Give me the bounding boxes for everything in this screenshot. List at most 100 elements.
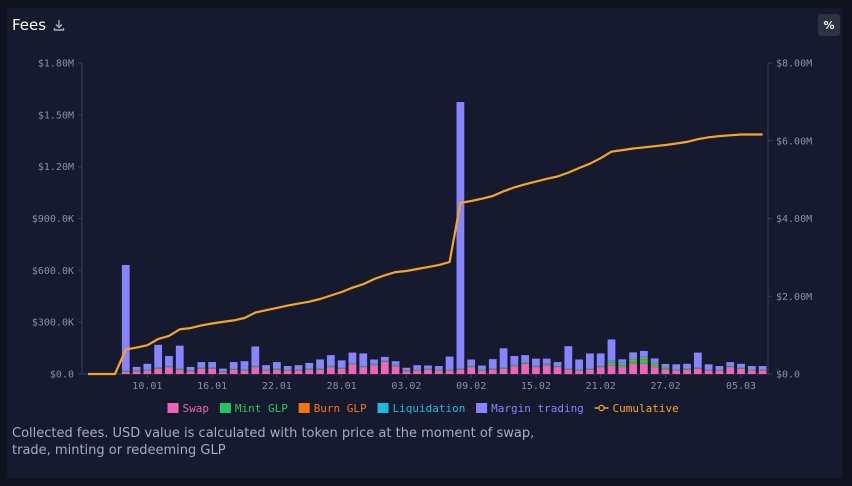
bar-margin-trading <box>413 365 422 370</box>
bar-margin-trading <box>197 362 206 368</box>
bar-margin-trading <box>564 346 573 369</box>
bar-liquidation <box>553 365 562 367</box>
bar-margin-trading <box>251 346 260 366</box>
bar-liquidation <box>521 362 530 363</box>
bar-liquidation <box>165 365 173 367</box>
bar-liquidation <box>348 362 357 364</box>
bar-mint-glp <box>629 361 637 364</box>
bar-margin-trading <box>359 353 368 366</box>
bar-margin-trading <box>715 366 724 370</box>
bar-liquidation <box>251 365 260 367</box>
bar-burn-glp <box>629 359 637 362</box>
percent-toggle-button[interactable]: % <box>818 14 840 36</box>
bar-swap <box>521 363 530 374</box>
bar-margin-trading <box>240 361 249 369</box>
bar-liquidation <box>380 360 389 362</box>
bar-swap <box>380 361 389 374</box>
bar-swap <box>294 370 303 374</box>
x-tick-label: 10.01 <box>132 381 162 392</box>
bar-swap <box>478 370 486 374</box>
bar-margin-trading <box>618 359 627 363</box>
bar-swap <box>532 367 540 374</box>
bar-swap <box>240 370 249 374</box>
bar-swap <box>391 366 400 374</box>
bar-liquidation <box>478 368 486 370</box>
legend-label-swap: Swap <box>183 402 210 415</box>
x-tick-label: 27.02 <box>650 381 680 392</box>
bar-margin-trading <box>575 359 583 369</box>
legend-label-margin-trading: Margin trading <box>491 402 584 415</box>
legend-swatch-burn-glp <box>298 403 310 413</box>
bar-swap <box>305 369 314 374</box>
bar-liquidation <box>208 367 217 369</box>
bar-liquidation <box>737 367 745 369</box>
bar-swap <box>586 369 594 374</box>
bar-liquidation <box>683 368 691 369</box>
legend-label-mint-glp: Mint GLP <box>235 402 288 415</box>
bar-liquidation <box>240 368 249 370</box>
bar-swap <box>542 365 551 374</box>
left-tick-label: $0.0 <box>50 370 74 381</box>
bar-margin-trading <box>186 366 195 371</box>
bar-swap <box>607 365 616 374</box>
bar-margin-trading <box>683 363 691 369</box>
bar-liquidation <box>305 368 314 369</box>
bar-swap <box>510 366 519 374</box>
fees-panel <box>7 8 843 478</box>
bar-margin-trading <box>596 353 605 366</box>
bar-swap <box>715 370 724 374</box>
bar-liquidation <box>726 365 735 367</box>
x-tick-label: 21.02 <box>586 381 616 392</box>
bar-burn-glp <box>639 357 648 360</box>
x-tick-label: 28.01 <box>327 381 357 392</box>
right-tick-label: $6.00M <box>776 136 812 147</box>
bar-liquidation <box>359 365 368 367</box>
bar-swap <box>143 370 152 374</box>
bar-liquidation <box>121 370 130 372</box>
bar-burn-glp <box>650 363 659 366</box>
bar-margin-trading <box>586 353 594 369</box>
bar-liquidation <box>607 360 616 362</box>
bar-liquidation <box>326 365 335 367</box>
bar-liquidation <box>337 367 346 369</box>
download-icon[interactable] <box>52 18 66 32</box>
bar-swap <box>121 371 130 374</box>
left-tick-label: $300.0K <box>32 318 74 329</box>
bar-margin-trading <box>132 366 141 371</box>
bar-swap <box>273 369 281 374</box>
bar-burn-glp <box>607 361 616 363</box>
bar-margin-trading <box>661 363 670 367</box>
bar-burn-glp <box>618 364 627 366</box>
bar-liquidation <box>229 368 238 369</box>
bar-swap <box>316 369 324 374</box>
bar-margin-trading <box>737 363 745 368</box>
right-tick-label: $0.0 <box>776 370 800 381</box>
legend-swatch-swap <box>167 403 179 413</box>
bar-swap <box>251 367 260 374</box>
bar-swap <box>262 370 270 374</box>
bar-liquidation <box>273 368 281 369</box>
bar-swap <box>219 372 227 374</box>
bar-swap <box>704 370 713 374</box>
bar-margin-trading <box>316 359 324 369</box>
bar-liquidation <box>499 367 508 369</box>
bar-margin-trading <box>478 365 486 369</box>
bar-liquidation <box>618 362 627 365</box>
bar-margin-trading <box>391 361 400 365</box>
bar-margin-trading <box>380 356 389 361</box>
bar-margin-trading <box>445 356 454 370</box>
bar-liquidation <box>650 361 659 364</box>
bar-liquidation <box>629 357 637 360</box>
bar-swap <box>413 370 422 374</box>
bar-swap <box>726 367 735 374</box>
bar-margin-trading <box>370 359 378 364</box>
bar-margin-trading <box>650 358 659 362</box>
bar-swap <box>175 369 184 374</box>
bar-mint-glp <box>661 368 670 370</box>
x-tick-label: 22.01 <box>262 381 292 392</box>
right-tick-label: $2.00M <box>776 292 812 303</box>
bar-margin-trading <box>532 358 540 366</box>
bar-swap <box>650 367 659 374</box>
bar-swap <box>488 369 497 374</box>
x-tick-label: 16.01 <box>197 381 227 392</box>
